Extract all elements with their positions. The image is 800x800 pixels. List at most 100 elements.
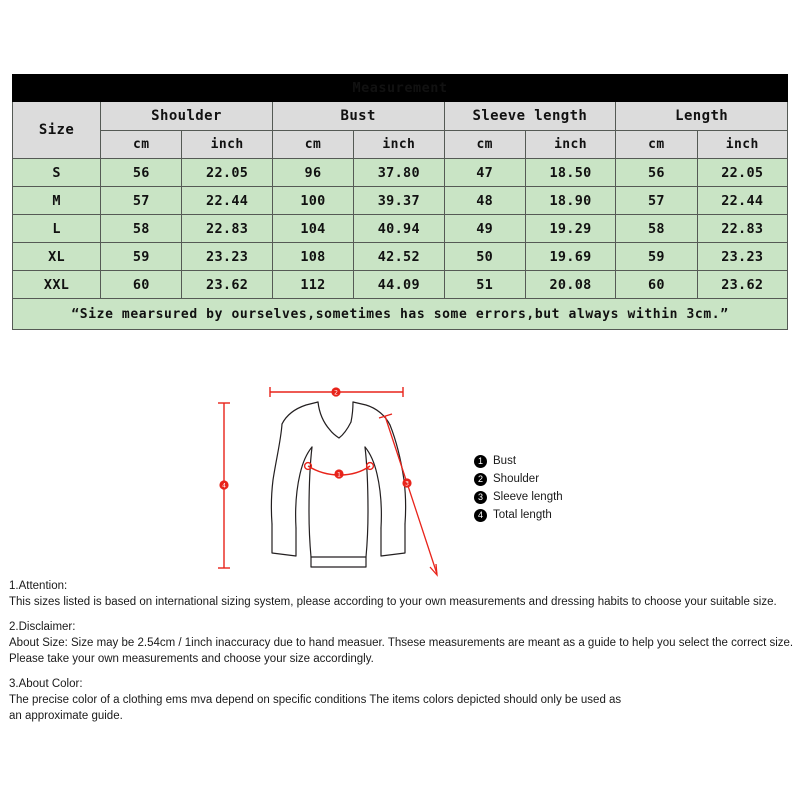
cell-bust-inch: 39.37 (353, 186, 445, 215)
cell-bust-inch: 44.09 (353, 270, 445, 299)
about-color-body-line-2: an approximate guide. (9, 710, 123, 722)
cell-shoulder-cm: 59 (100, 242, 183, 271)
cell-bust-cm: 104 (271, 214, 355, 243)
table-group-header-row: Size Shoulder Bust Sleeve length Length (11, 101, 788, 159)
total-length-marker (219, 480, 229, 490)
legend-label: Sleeve length (493, 491, 563, 503)
cell-shoulder-cm: 56 (100, 158, 183, 187)
header-unit-shoulder-cm: cm (100, 130, 183, 159)
bottom-notes: 1.Attention: This sizes listed is based … (9, 578, 795, 724)
header-size: Size (11, 101, 102, 159)
cell-bust-inch: 42.52 (353, 242, 445, 271)
legend-number-icon: 4 (474, 508, 487, 522)
svg-text:2: 2 (334, 390, 338, 397)
cell-sleeve-cm: 49 (443, 214, 526, 243)
legend-item-bust: 1 Bust (474, 452, 624, 470)
cell-bust-cm: 112 (271, 270, 355, 299)
cell-sleeve-cm: 50 (443, 242, 526, 271)
cell-sleeve-cm: 47 (443, 158, 526, 187)
cell-shoulder-inch: 22.83 (181, 214, 273, 243)
header-unit-bust-inch: inch (353, 130, 445, 159)
header-group-bust: Bust (271, 101, 445, 131)
header-group-sleeve-length: Sleeve length (443, 101, 617, 131)
cell-shoulder-inch: 23.23 (181, 242, 273, 271)
size-chart-table-container: Measurement Size Shoulder Bust Sleeve le… (11, 74, 789, 330)
legend-item-total-length: 4 Total length (474, 506, 624, 524)
cell-length-cm: 58 (615, 214, 698, 243)
legend-label: Shoulder (493, 473, 540, 485)
cell-bust-inch: 40.94 (353, 214, 445, 243)
cell-shoulder-inch: 22.05 (181, 158, 273, 187)
table-row: XXL 60 23.62 112 44.09 51 20.08 60 23.62 (11, 270, 789, 299)
cell-length-cm: 60 (615, 270, 698, 299)
svg-text:1: 1 (337, 472, 341, 479)
header-unit-length-inch: inch (696, 130, 789, 159)
attention-body: This sizes listed is based on internatio… (9, 596, 777, 608)
header-group-length: Length (615, 101, 788, 131)
legend-number-icon: 1 (474, 454, 487, 468)
cell-sleeve-inch: 20.08 (524, 270, 617, 299)
table-unit-header-row: cm inch cm inch cm inch cm inch (13, 130, 789, 159)
cell-shoulder-inch: 23.62 (181, 270, 273, 299)
header-unit-shoulder-inch: inch (181, 130, 273, 159)
row-size-label: XXL (11, 270, 102, 299)
sleeve-length-marker (402, 478, 412, 488)
disclaimer-body-line-1: About Size: Size may be 2.54cm / 1inch i… (9, 637, 794, 649)
size-chart-table: Measurement Size Shoulder Bust Sleeve le… (11, 74, 789, 330)
table-row: L 58 22.83 104 40.94 49 19.29 58 22.83 (11, 214, 789, 243)
cell-length-inch: 22.44 (696, 186, 789, 215)
svg-text:3: 3 (405, 481, 409, 488)
measurement-banner: Measurement (12, 74, 788, 102)
row-size-label: L (11, 214, 102, 243)
svg-text:4: 4 (222, 483, 226, 490)
header-unit-bust-cm: cm (271, 130, 355, 159)
cell-length-cm: 56 (615, 158, 698, 187)
legend-label: Total length (493, 509, 552, 521)
measurement-legend: 1 Bust 2 Shoulder 3 Sleeve length 4 Tota… (474, 452, 624, 524)
cell-length-cm: 57 (615, 186, 698, 215)
legend-number-icon: 2 (474, 472, 487, 486)
legend-number-icon: 3 (474, 490, 487, 504)
table-banner-row: Measurement (12, 74, 788, 102)
about-color-title: 3.About Color: (9, 678, 83, 690)
cell-shoulder-cm: 57 (100, 186, 183, 215)
table-row: S 56 22.05 96 37.80 47 18.50 56 22.05 (11, 158, 789, 187)
cell-sleeve-cm: 51 (443, 270, 526, 299)
bust-marker (334, 469, 344, 479)
cell-bust-cm: 108 (271, 242, 355, 271)
header-group-shoulder: Shoulder (100, 101, 273, 131)
row-size-label: XL (11, 242, 102, 271)
header-unit-length-cm: cm (615, 130, 698, 159)
cell-length-inch: 22.83 (696, 214, 789, 243)
disclaimer-body-line-2: Please take your own measurements and ch… (9, 653, 374, 665)
row-size-label: S (11, 158, 102, 187)
garment-measurement-diagram: 2 1 3 4 (205, 378, 475, 593)
legend-label: Bust (493, 455, 517, 467)
garment-outline-icon (270, 401, 407, 568)
shoulder-marker (331, 387, 341, 397)
cell-shoulder-inch: 22.44 (181, 186, 273, 215)
table-row: M 57 22.44 100 39.37 48 18.90 57 22.44 (11, 186, 789, 215)
sleeve-length-measure-line (378, 413, 438, 577)
cell-sleeve-inch: 19.29 (524, 214, 617, 243)
disclaimer-title: 2.Disclaimer: (9, 621, 76, 633)
cell-length-inch: 23.23 (696, 242, 789, 271)
about-color-body-line-1: The precise color of a clothing ems mva … (9, 694, 622, 706)
attention-title: 1.Attention: (9, 580, 68, 592)
header-unit-sleeve-cm: cm (443, 130, 526, 159)
cell-bust-cm: 100 (271, 186, 355, 215)
row-size-label: M (11, 186, 102, 215)
cell-sleeve-cm: 48 (443, 186, 526, 215)
legend-item-sleeve-length: 3 Sleeve length (474, 488, 624, 506)
cell-shoulder-cm: 58 (100, 214, 183, 243)
cell-length-inch: 23.62 (696, 270, 789, 299)
cell-length-cm: 59 (615, 242, 698, 271)
cell-sleeve-inch: 18.50 (524, 158, 617, 187)
header-unit-sleeve-inch: inch (524, 130, 617, 159)
table-footer-row: “Size mearsured by ourselves,sometimes h… (12, 298, 788, 330)
cell-bust-inch: 37.80 (353, 158, 445, 187)
cell-shoulder-cm: 60 (100, 270, 183, 299)
cell-sleeve-inch: 18.90 (524, 186, 617, 215)
legend-item-shoulder: 2 Shoulder (474, 470, 624, 488)
size-accuracy-note: “Size mearsured by ourselves,sometimes h… (12, 298, 788, 330)
